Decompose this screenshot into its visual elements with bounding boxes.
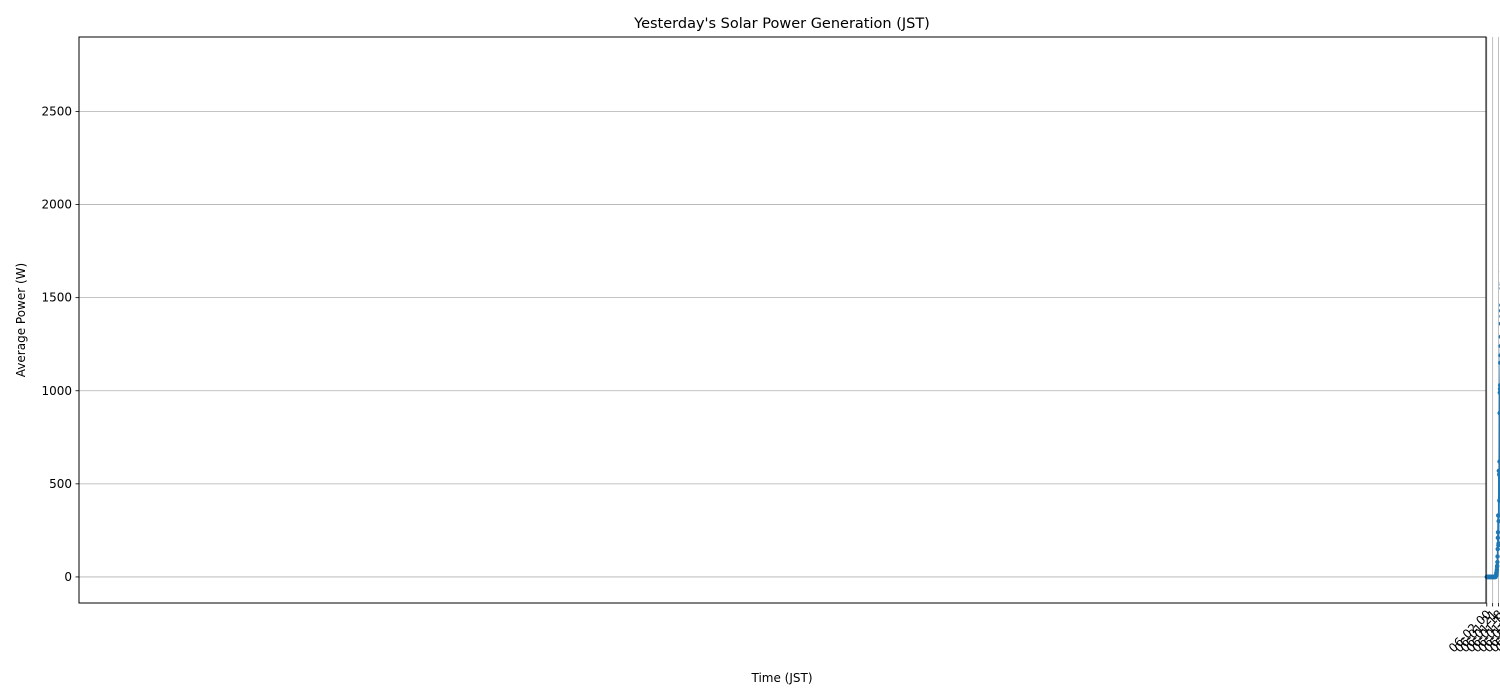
data-point bbox=[1495, 546, 1500, 552]
data-point bbox=[1495, 554, 1500, 559]
data-point bbox=[1497, 390, 1500, 395]
series-line bbox=[1484, 270, 1500, 580]
data-point bbox=[1495, 530, 1500, 535]
grid-lines bbox=[79, 37, 1499, 603]
data-point bbox=[1497, 382, 1500, 388]
x-axis-label: Time (JST) bbox=[750, 671, 812, 685]
data-point bbox=[1497, 410, 1500, 416]
chart-title: Yesterday's Solar Power Generation (JST) bbox=[633, 16, 930, 32]
y-axis-label: Average Power (W) bbox=[14, 263, 28, 377]
y-tick-label: 0 bbox=[64, 570, 72, 584]
data-point bbox=[1497, 459, 1500, 464]
data-point bbox=[1495, 559, 1500, 565]
y-tick-label: 1500 bbox=[41, 291, 72, 305]
y-tick-label: 500 bbox=[49, 477, 72, 491]
plot-frame bbox=[78, 36, 1487, 604]
data-point bbox=[1484, 574, 1489, 580]
data-point bbox=[1496, 543, 1500, 548]
tick-marks bbox=[75, 111, 1499, 607]
y-tick-label: 2000 bbox=[41, 198, 72, 212]
data-point bbox=[1496, 472, 1500, 477]
data-point bbox=[1495, 535, 1500, 541]
data-point bbox=[1495, 513, 1500, 518]
data-point bbox=[1497, 498, 1500, 503]
data-point bbox=[1496, 468, 1500, 474]
data-point bbox=[1496, 518, 1500, 524]
y-tick-label: 2500 bbox=[41, 104, 72, 118]
y-tick-label: 1000 bbox=[41, 384, 72, 398]
data-point bbox=[1497, 386, 1500, 392]
